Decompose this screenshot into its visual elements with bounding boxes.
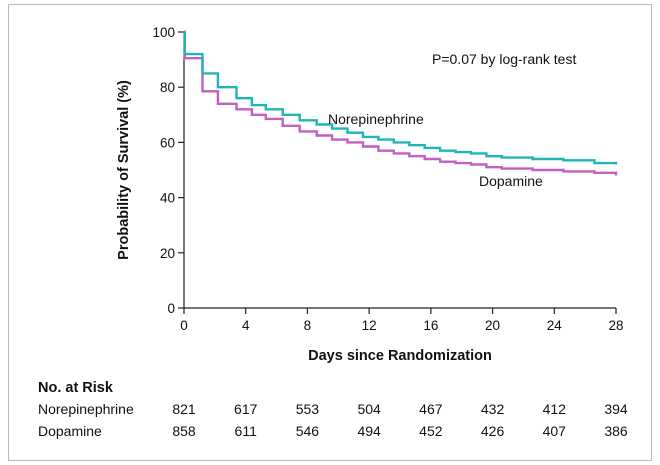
y-tick-labels: 0 20 40 60 80 100	[152, 25, 175, 316]
risk-value-cell: 611	[235, 423, 258, 439]
risk-value-cell: 546	[296, 423, 320, 439]
series-line-norepinephrine	[183, 30, 618, 165]
y-tick-label: 40	[160, 191, 175, 206]
pvalue-annotation: P=0.07 by log-rank test	[432, 51, 576, 67]
y-tick-label: 0	[167, 301, 175, 316]
figure-frame	[8, 4, 652, 461]
risk-value-cell: 432	[481, 401, 505, 417]
risk-value-cell: 386	[604, 423, 628, 439]
y-tick-label: 80	[160, 80, 175, 95]
series-line-dopamine	[183, 30, 618, 176]
risk-value-cell: 821	[172, 401, 196, 417]
risk-table-values: 821 617 553 504 467 432 412 394 858 611 546 494 452 4…	[172, 401, 628, 439]
series-label-norepinephrine: Norepinephrine	[328, 111, 424, 127]
x-tick-label: 16	[423, 318, 438, 333]
risk-row-label-norepinephrine: Norepinephrine	[38, 401, 134, 417]
risk-value-cell: 407	[543, 423, 567, 439]
series-label-dopamine: Dopamine	[479, 173, 543, 189]
x-tick-label: 20	[485, 318, 500, 333]
series-lines	[183, 30, 618, 176]
risk-value-cell: 858	[172, 423, 196, 439]
risk-value-cell: 412	[543, 401, 567, 417]
x-tick-label: 12	[362, 318, 377, 333]
x-tick-label: 0	[180, 318, 188, 333]
risk-value-cell: 494	[357, 423, 381, 439]
risk-value-cell: 504	[357, 401, 381, 417]
risk-value-cell: 553	[296, 401, 320, 417]
risk-row-label-dopamine: Dopamine	[38, 423, 102, 439]
x-tick-labels: 0 4 8 12 16 20 24 28	[180, 318, 623, 333]
risk-value-cell: 467	[419, 401, 443, 417]
risk-value-cell: 452	[419, 423, 443, 439]
risk-value-cell: 426	[481, 423, 505, 439]
risk-value-cell: 617	[234, 401, 258, 417]
x-axis-title: Days since Randomization	[308, 348, 492, 364]
risk-value-cell: 394	[604, 401, 628, 417]
y-tick-label: 60	[160, 135, 175, 150]
y-tick-label: 20	[160, 246, 175, 261]
risk-table-title: No. at Risk	[38, 380, 114, 396]
y-axis-title: Probability of Survival (%)	[116, 80, 132, 260]
x-tick-label: 28	[608, 318, 623, 333]
x-tick-label: 8	[304, 318, 312, 333]
y-tick-label: 100	[152, 25, 175, 40]
x-tick-label: 4	[242, 318, 250, 333]
axis-ticks	[178, 31, 617, 314]
x-tick-label: 24	[547, 318, 563, 333]
